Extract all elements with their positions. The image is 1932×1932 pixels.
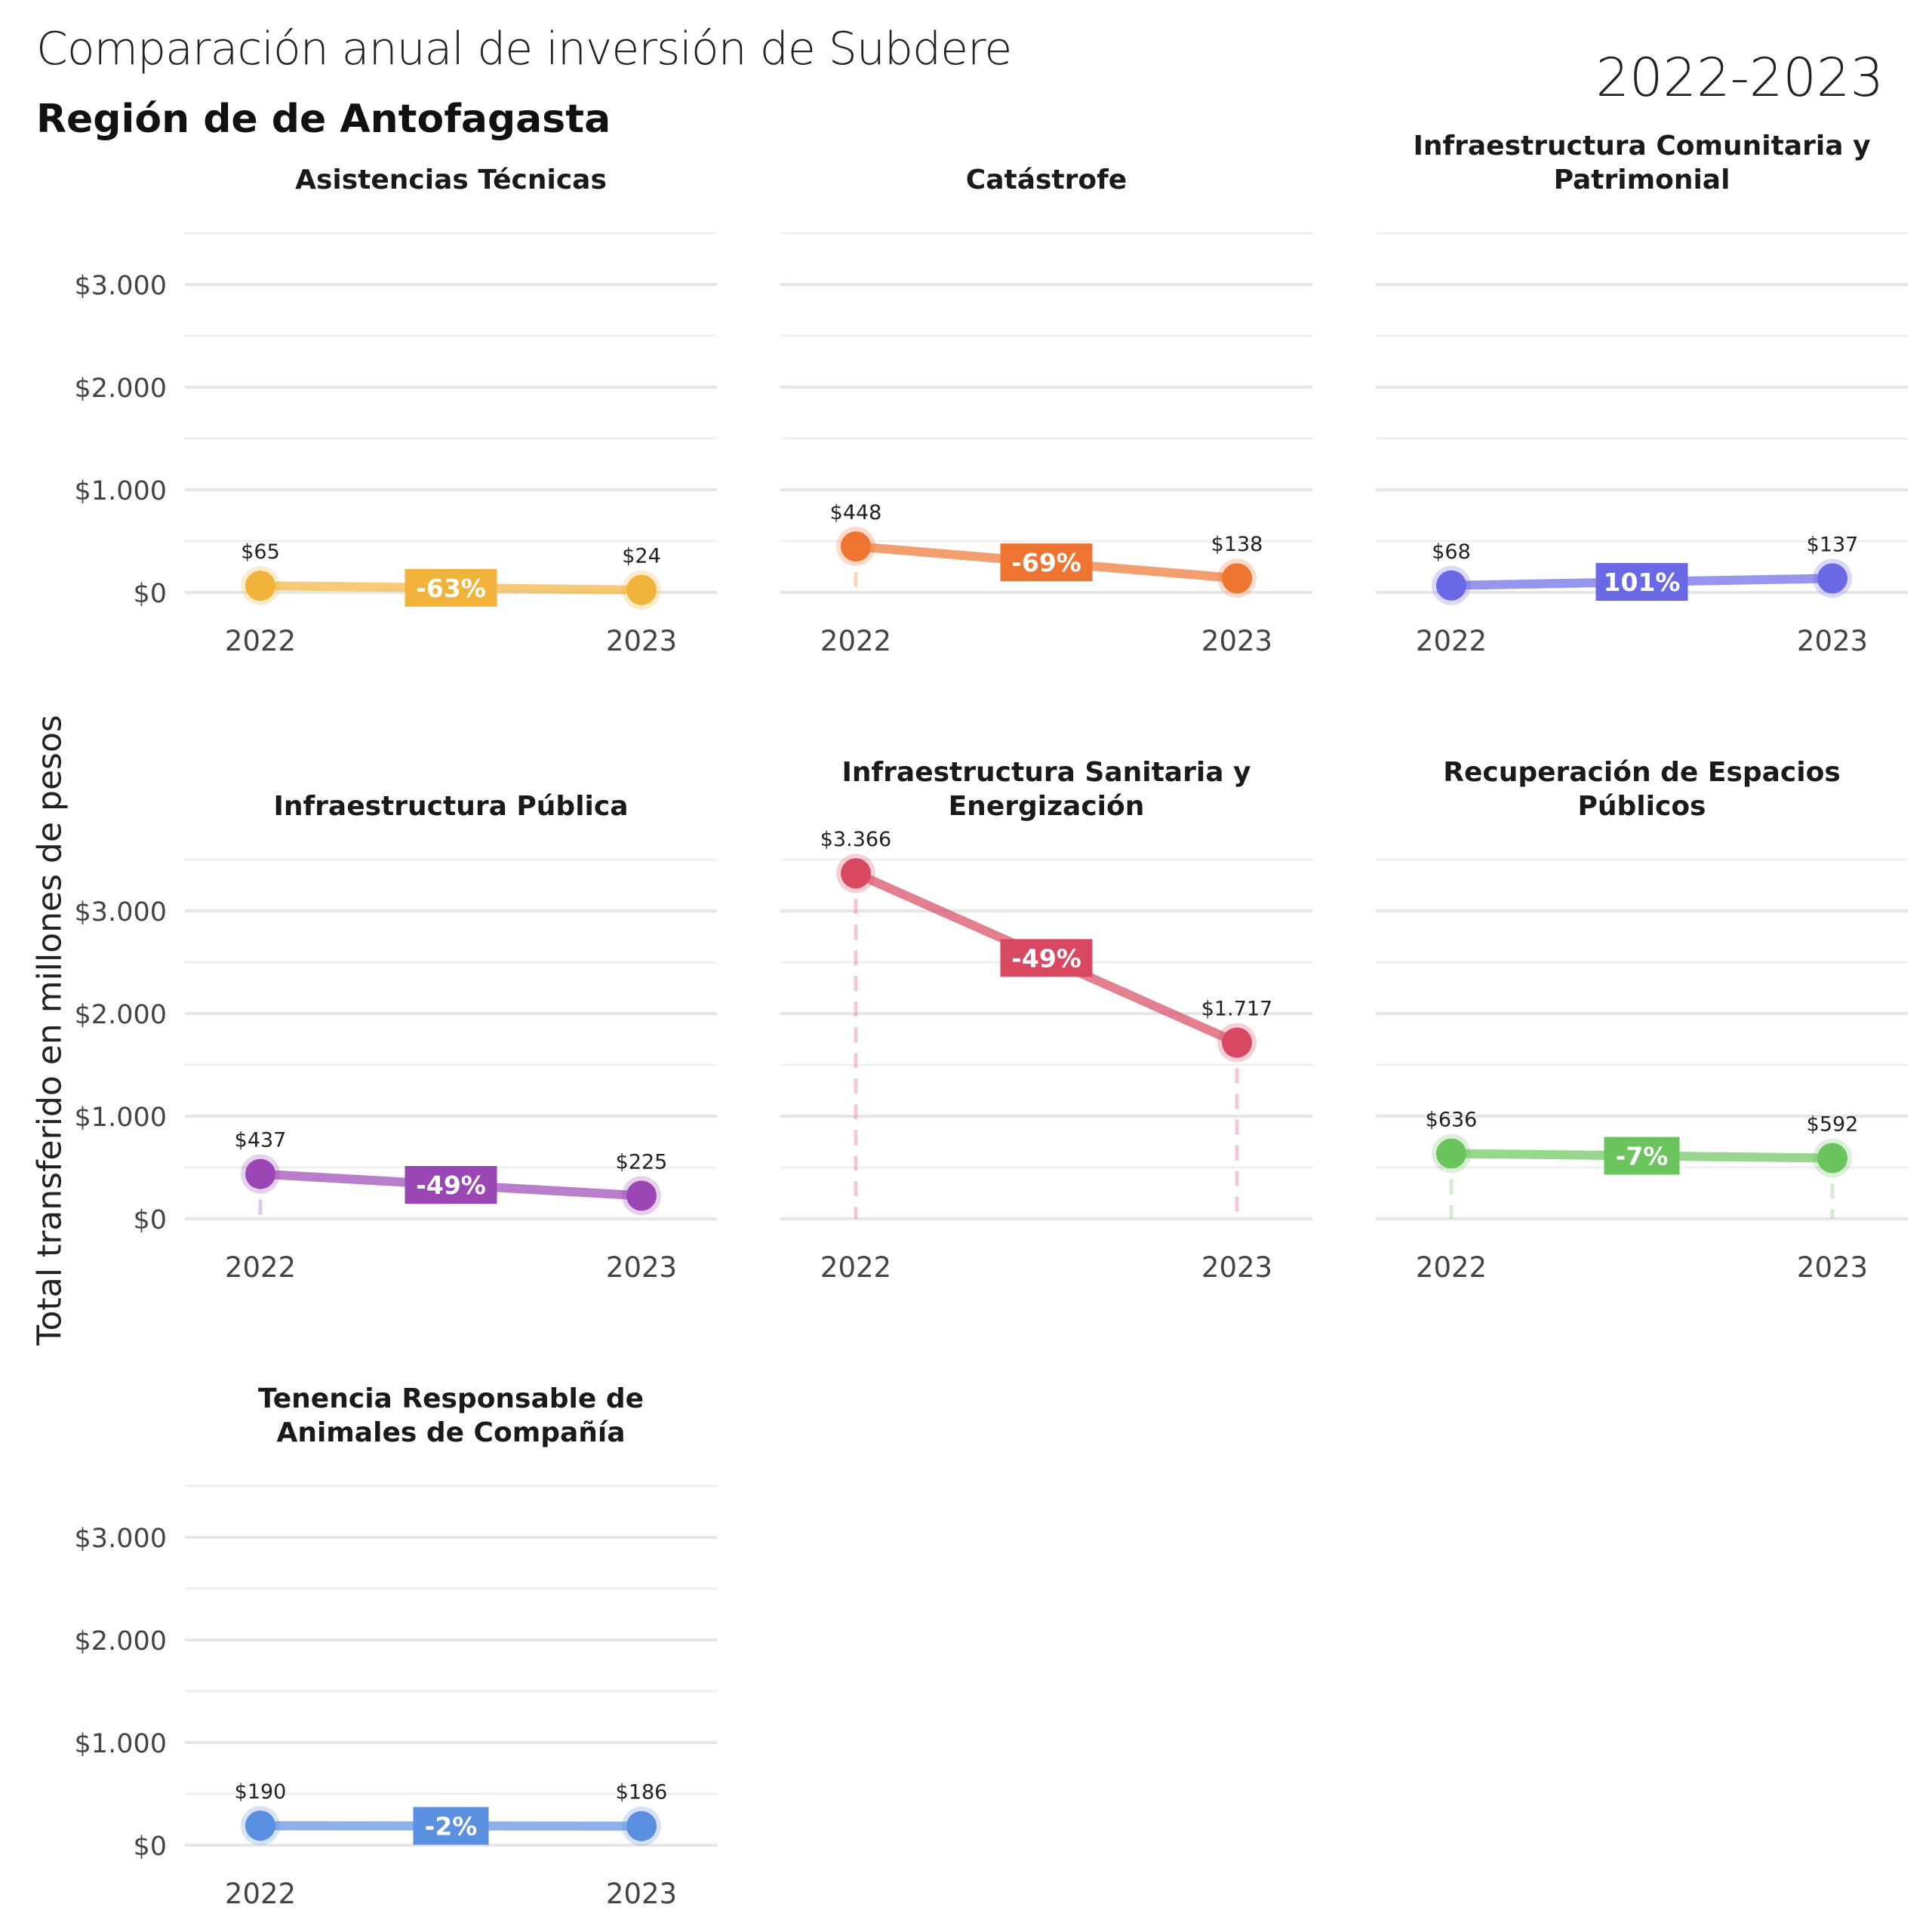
data-label: $68 <box>1432 540 1471 564</box>
data-point <box>245 1158 275 1189</box>
y-tick-label: $3.000 <box>75 271 167 301</box>
panel-title: Recuperación de Espacios <box>1443 757 1841 788</box>
y-tick-label: $1.000 <box>75 1729 167 1759</box>
data-label: $3.366 <box>820 828 891 851</box>
y-tick-label: $0 <box>133 1205 167 1235</box>
panel-2: Catástrofe 2022 2023 $448 $138 -69% <box>780 165 1312 657</box>
x-tick-label: 2023 <box>606 625 677 657</box>
x-tick-label: 2023 <box>606 1251 677 1284</box>
y-tick-label: $1.000 <box>75 476 167 506</box>
data-label: $1.717 <box>1201 997 1272 1020</box>
data-point <box>841 531 871 562</box>
x-tick-label: 2023 <box>606 1878 677 1910</box>
y-tick-label: $3.000 <box>75 897 167 928</box>
x-tick-label: 2022 <box>225 1251 296 1284</box>
change-badge <box>1000 543 1093 582</box>
y-tick-label: $0 <box>133 579 167 609</box>
x-tick-label: 2022 <box>820 625 891 657</box>
change-label: -49% <box>416 1171 486 1200</box>
change-badge <box>1604 1137 1680 1175</box>
data-point <box>841 858 871 889</box>
change-badge <box>405 568 497 607</box>
panel-title: Patrimonial <box>1554 165 1730 195</box>
data-point <box>1436 1138 1466 1169</box>
y-tick-label: $3.000 <box>75 1524 167 1554</box>
period-label: 2022-2023 <box>1595 47 1884 109</box>
y-tick-label: $2.000 <box>75 1626 167 1657</box>
data-point <box>626 1180 657 1211</box>
data-label: $186 <box>616 1781 668 1804</box>
data-point <box>1817 563 1847 594</box>
change-badge <box>405 1165 497 1204</box>
y-tick-label: $2.000 <box>75 1000 167 1030</box>
x-tick-label: 2023 <box>1201 625 1272 657</box>
panel-title: Energización <box>949 791 1145 822</box>
change-badge <box>1595 563 1688 601</box>
panel-title: Catástrofe <box>966 165 1127 195</box>
chart-title: Comparación anual de inversión de Subder… <box>36 23 1012 75</box>
data-point <box>1817 1143 1847 1174</box>
panel-title: Infraestructura Sanitaria y <box>841 757 1251 788</box>
panel-title: Asistencias Técnicas <box>295 165 607 195</box>
data-label: $225 <box>616 1150 668 1174</box>
panel-title: Infraestructura Comunitaria y <box>1413 131 1870 162</box>
change-badge <box>413 1807 489 1845</box>
data-point <box>1222 1027 1252 1058</box>
panel-3: Infraestructura Comunitaria yPatrimonial… <box>1376 131 1908 657</box>
y-tick-label: $0 <box>133 1832 167 1862</box>
data-label: $592 <box>1807 1112 1859 1136</box>
data-point <box>626 574 657 605</box>
panel-4: Infraestructura Pública $0 $1.000 $2.000 $3.… <box>75 791 717 1284</box>
panel-1: Asistencias Técnicas $0 $1.000 $2.000 $3.000… <box>75 165 717 657</box>
change-label: -49% <box>1011 943 1081 973</box>
data-point <box>626 1810 657 1841</box>
x-tick-label: 2022 <box>820 1251 891 1284</box>
chart-subtitle: Región de de Antofagasta <box>36 97 611 142</box>
change-label: -63% <box>416 574 486 603</box>
change-label: -7% <box>1616 1141 1669 1171</box>
data-label: $448 <box>830 501 882 525</box>
data-label: $190 <box>235 1780 287 1804</box>
data-label: $65 <box>241 540 280 564</box>
panel-title: Públicos <box>1578 791 1706 822</box>
x-tick-label: 2023 <box>1201 1251 1272 1284</box>
change-label: -2% <box>425 1811 478 1841</box>
x-tick-label: 2022 <box>225 625 296 657</box>
panel-title: Infraestructura Pública <box>273 791 628 822</box>
data-point <box>1436 570 1466 601</box>
x-tick-label: 2022 <box>225 1878 296 1910</box>
data-label: $137 <box>1807 533 1859 556</box>
change-label: -69% <box>1011 548 1081 577</box>
data-label: $636 <box>1426 1109 1478 1132</box>
data-label: $437 <box>235 1129 287 1152</box>
x-tick-label: 2022 <box>1416 625 1487 657</box>
y-tick-label: $1.000 <box>75 1103 167 1133</box>
y-tick-label: $2.000 <box>75 374 167 404</box>
panel-title: Tenencia Responsable de <box>258 1383 644 1414</box>
data-point <box>1222 563 1252 594</box>
change-badge <box>1000 939 1093 977</box>
x-tick-label: 2023 <box>1797 1251 1868 1284</box>
data-point <box>245 571 275 601</box>
data-point <box>245 1810 275 1841</box>
change-label: 101% <box>1604 568 1681 597</box>
panel-title: Animales de Compañía <box>276 1417 625 1448</box>
data-label: $138 <box>1211 533 1263 556</box>
x-tick-label: 2022 <box>1416 1251 1487 1284</box>
x-tick-label: 2023 <box>1797 625 1868 657</box>
data-label: $24 <box>622 545 661 568</box>
